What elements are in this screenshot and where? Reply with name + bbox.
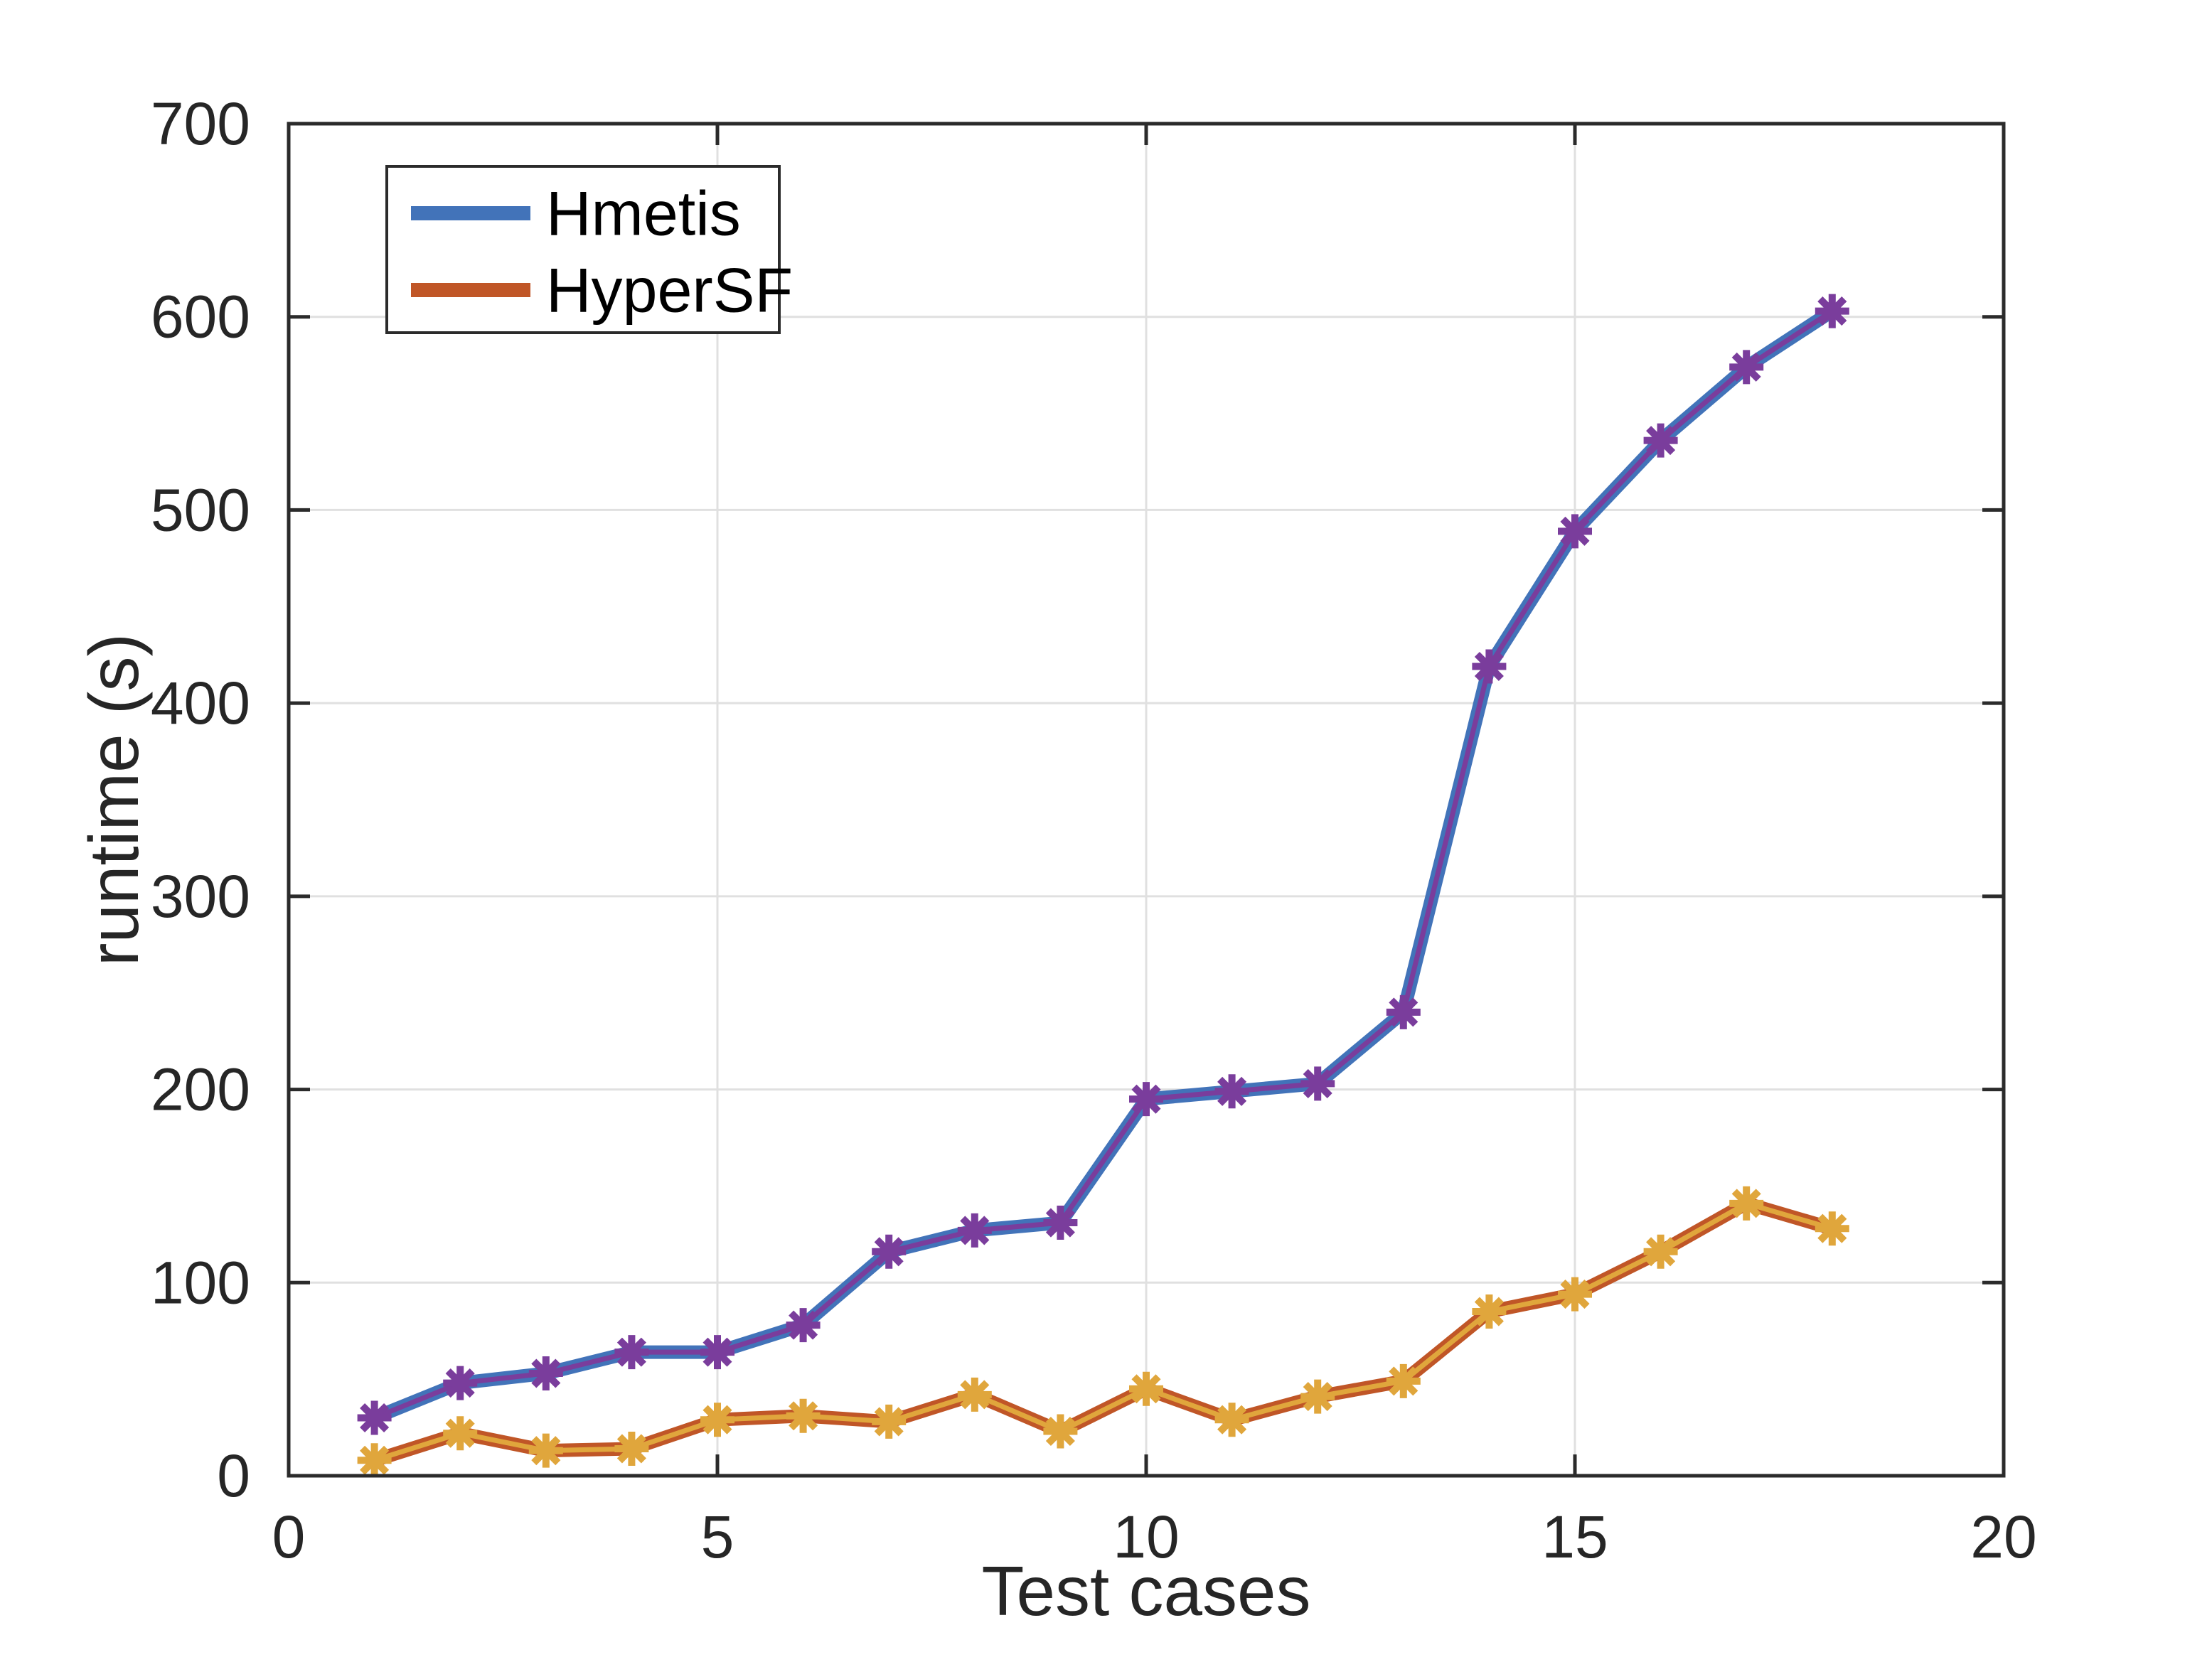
data-point-marker <box>1300 1379 1335 1414</box>
x-tick-label: 5 <box>701 1503 734 1570</box>
data-point-marker <box>443 1366 478 1400</box>
legend-entry-hmetis: Hmetis <box>411 178 741 249</box>
series-inner-line <box>373 309 1834 1420</box>
y-tick-label: 300 <box>151 863 250 930</box>
y-tick-label: 600 <box>151 284 250 350</box>
data-point-marker <box>357 1400 392 1435</box>
data-point-marker <box>1558 514 1592 549</box>
series-inner-line <box>373 1201 1833 1463</box>
data-point-marker <box>1386 994 1421 1029</box>
x-tick-label: 0 <box>272 1503 306 1570</box>
legend-entry-hypersf: HyperSF <box>411 255 793 326</box>
data-point-marker <box>1214 1403 1249 1437</box>
x-tick-label: 10 <box>1113 1503 1179 1570</box>
data-point-marker <box>528 1433 563 1468</box>
y-tick-label: 100 <box>151 1249 250 1316</box>
data-point-marker <box>1558 1277 1592 1312</box>
data-point-marker <box>1386 1363 1421 1398</box>
data-point-marker <box>443 1416 478 1451</box>
data-point-marker <box>1815 1211 1849 1246</box>
data-point-marker <box>872 1234 907 1269</box>
series-hmetis <box>357 294 1849 1435</box>
legend-box <box>385 165 781 334</box>
data-point-marker <box>786 1398 821 1433</box>
y-tick-label: 500 <box>151 476 250 543</box>
y-axis-label: runtime (s) <box>75 633 153 966</box>
data-point-marker <box>1472 1294 1507 1329</box>
data-point-marker <box>614 1335 649 1370</box>
series-hypersf <box>357 1186 1849 1478</box>
y-tick-label: 200 <box>151 1056 250 1123</box>
data-point-marker <box>872 1404 907 1439</box>
y-tick-label: 400 <box>151 670 250 736</box>
legend-label: Hmetis <box>546 178 741 249</box>
data-point-marker <box>1043 1206 1078 1240</box>
data-point-marker <box>957 1213 992 1248</box>
data-point-marker <box>1129 1082 1163 1117</box>
data-point-marker <box>700 1403 734 1437</box>
data-point-marker <box>1643 423 1678 458</box>
y-tick-label: 700 <box>151 90 250 157</box>
series-line <box>368 1196 1839 1467</box>
data-point-marker <box>1815 294 1849 328</box>
y-tick-label: 0 <box>217 1442 250 1509</box>
x-tick-label: 20 <box>1970 1503 2036 1570</box>
x-tick-label: 15 <box>1542 1503 1608 1570</box>
data-point-marker <box>1729 1186 1764 1221</box>
data-point-marker <box>614 1431 649 1466</box>
data-point-marker <box>957 1377 992 1412</box>
data-point-marker <box>1043 1414 1078 1449</box>
data-point-marker <box>1643 1234 1678 1269</box>
legend-label: HyperSF <box>546 255 793 326</box>
data-point-marker <box>1729 350 1764 385</box>
data-point-marker <box>1214 1074 1249 1109</box>
data-point-marker <box>1472 649 1507 684</box>
axis-ticks <box>287 122 2006 1478</box>
data-point-marker <box>357 1443 392 1478</box>
series-lines <box>357 294 1849 1478</box>
data-point-marker <box>700 1335 734 1370</box>
data-point-marker <box>528 1356 563 1390</box>
x-axis-label: Test cases <box>982 1552 1311 1630</box>
data-point-marker <box>786 1308 821 1343</box>
series-line <box>368 304 1839 1425</box>
data-point-marker <box>1129 1371 1163 1406</box>
data-point-marker <box>1300 1066 1335 1101</box>
